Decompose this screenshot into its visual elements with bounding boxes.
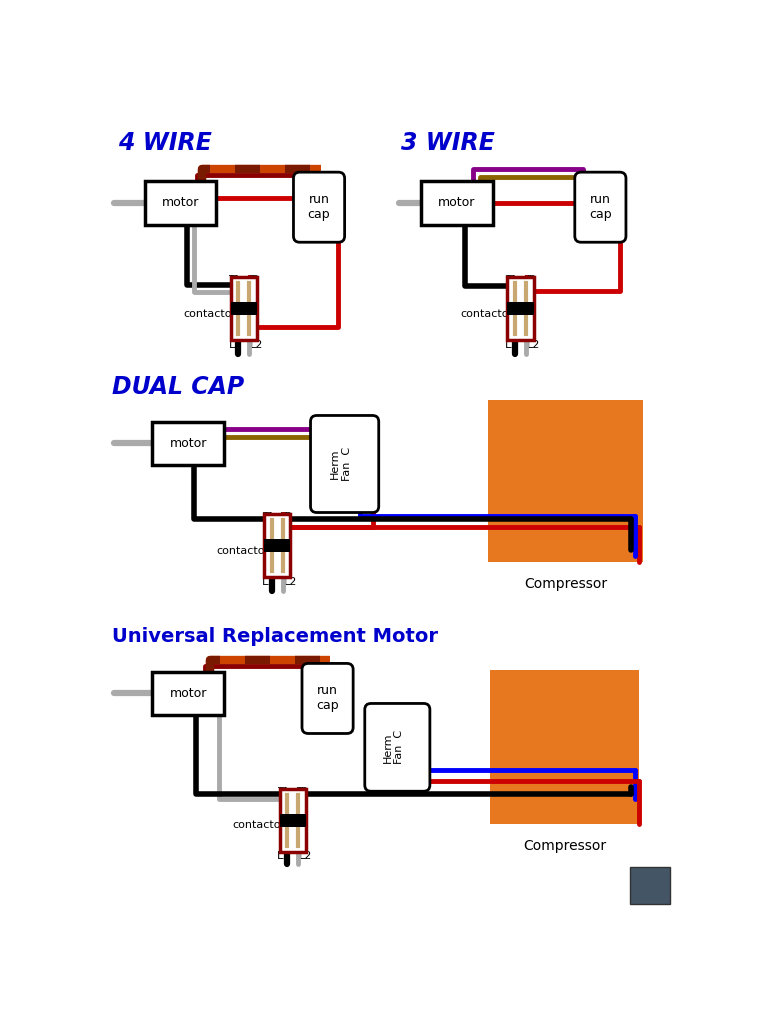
Bar — [280, 814, 306, 826]
Text: motor: motor — [169, 687, 206, 700]
Text: T2: T2 — [523, 275, 536, 286]
Bar — [264, 514, 291, 578]
Text: run
cap: run cap — [589, 194, 611, 221]
FancyBboxPatch shape — [294, 172, 345, 243]
Text: Universal Replacement Motor: Universal Replacement Motor — [112, 628, 438, 646]
FancyBboxPatch shape — [311, 416, 379, 512]
Text: T2: T2 — [296, 787, 308, 798]
Text: L1: L1 — [278, 851, 291, 860]
Bar — [507, 276, 533, 340]
Text: L2: L2 — [250, 340, 264, 350]
Text: contactor: contactor — [460, 309, 513, 319]
Text: Compressor: Compressor — [524, 578, 607, 591]
FancyBboxPatch shape — [152, 672, 223, 715]
Text: run
cap: run cap — [316, 684, 339, 713]
Text: T1: T1 — [228, 275, 240, 286]
Text: L2: L2 — [284, 578, 297, 587]
FancyBboxPatch shape — [421, 181, 492, 224]
Text: contactor: contactor — [232, 820, 285, 829]
Text: T1: T1 — [505, 275, 517, 286]
FancyBboxPatch shape — [302, 664, 353, 733]
Bar — [230, 276, 257, 340]
Text: motor: motor — [438, 197, 475, 210]
Bar — [230, 302, 257, 314]
FancyBboxPatch shape — [365, 703, 430, 792]
Text: L1: L1 — [228, 340, 242, 350]
Text: motor: motor — [169, 436, 206, 450]
Text: T1: T1 — [262, 512, 274, 522]
Text: 4 WIRE: 4 WIRE — [118, 131, 213, 155]
Text: T2: T2 — [281, 512, 292, 522]
Text: L1: L1 — [262, 578, 275, 587]
Text: 3 WIRE: 3 WIRE — [401, 131, 495, 155]
Bar — [264, 540, 291, 552]
Text: motor: motor — [162, 197, 199, 210]
Bar — [280, 788, 306, 852]
Bar — [507, 302, 533, 314]
Text: contactor: contactor — [216, 547, 270, 556]
FancyBboxPatch shape — [630, 867, 670, 904]
Text: L1: L1 — [505, 340, 519, 350]
Text: Compressor: Compressor — [523, 839, 606, 853]
Text: contactor: contactor — [183, 309, 237, 319]
Text: Herm
Fan  C: Herm Fan C — [330, 446, 352, 481]
Text: DUAL CAP: DUAL CAP — [112, 376, 244, 399]
FancyBboxPatch shape — [575, 172, 626, 243]
Text: run
cap: run cap — [308, 194, 330, 221]
Text: T2: T2 — [247, 275, 259, 286]
Bar — [490, 670, 639, 823]
Text: T1: T1 — [278, 787, 289, 798]
Text: L2: L2 — [299, 851, 312, 860]
FancyBboxPatch shape — [152, 422, 223, 465]
Text: Herm
Fan  C: Herm Fan C — [383, 730, 404, 764]
FancyBboxPatch shape — [145, 181, 216, 224]
Bar — [488, 400, 643, 562]
Text: L2: L2 — [526, 340, 540, 350]
